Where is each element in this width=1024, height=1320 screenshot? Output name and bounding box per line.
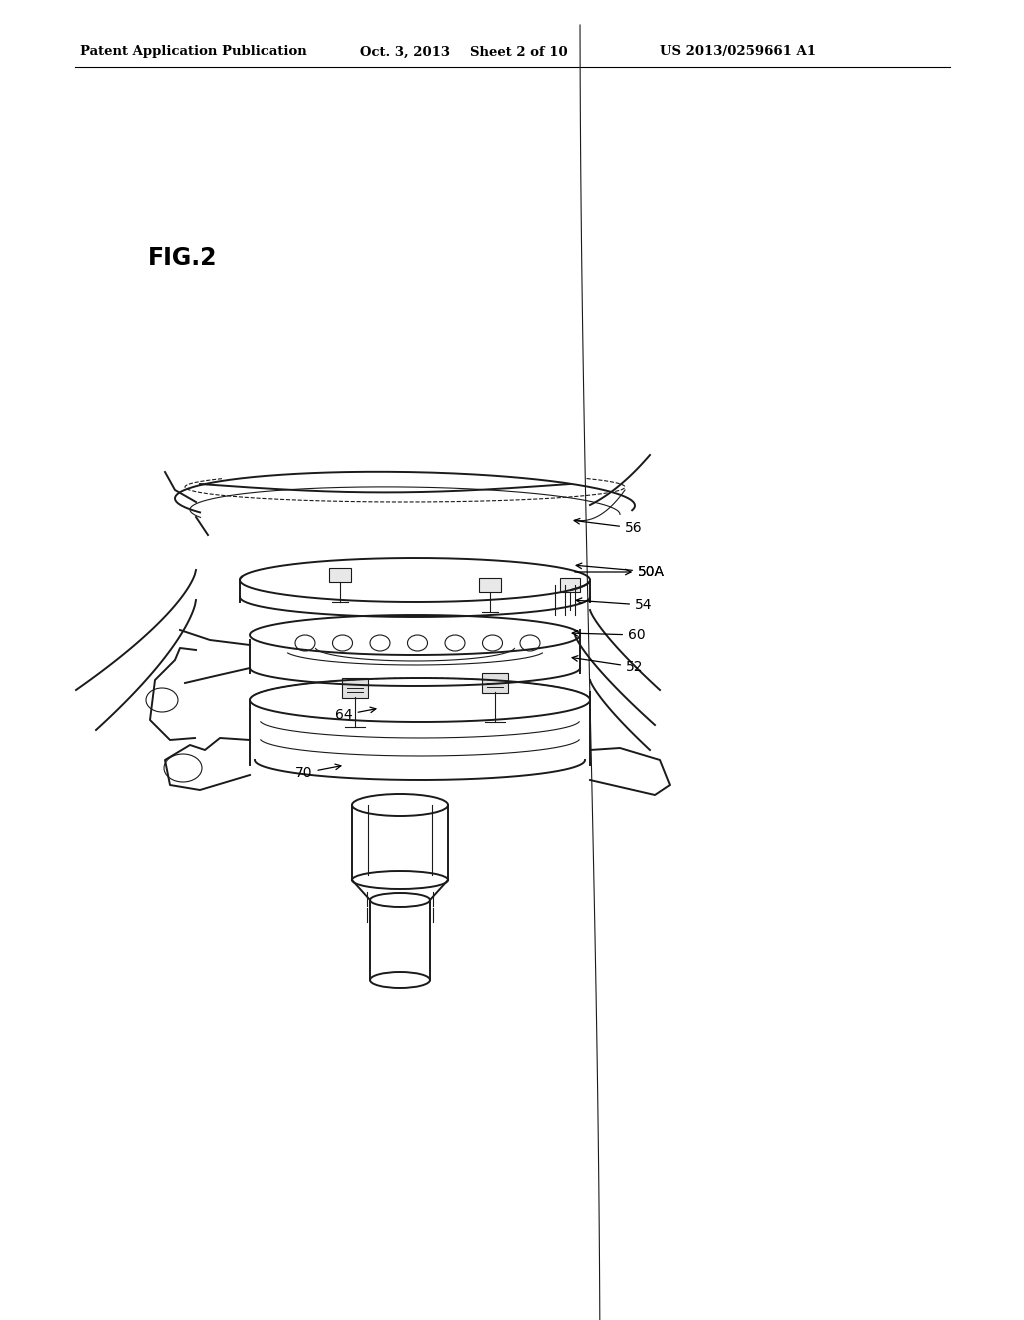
Text: 70: 70 xyxy=(295,764,341,780)
FancyBboxPatch shape xyxy=(342,678,368,698)
Text: 50A: 50A xyxy=(574,565,665,579)
FancyBboxPatch shape xyxy=(329,568,351,582)
Text: Oct. 3, 2013: Oct. 3, 2013 xyxy=(360,45,450,58)
Text: 52: 52 xyxy=(572,656,643,675)
Text: FIG.2: FIG.2 xyxy=(148,246,217,271)
Text: 60: 60 xyxy=(572,628,645,642)
FancyBboxPatch shape xyxy=(479,578,501,591)
Text: 64: 64 xyxy=(335,708,376,722)
Text: 54: 54 xyxy=(577,598,652,612)
Text: 50A: 50A xyxy=(577,564,665,579)
FancyBboxPatch shape xyxy=(560,578,580,591)
Text: Patent Application Publication: Patent Application Publication xyxy=(80,45,307,58)
Text: US 2013/0259661 A1: US 2013/0259661 A1 xyxy=(660,45,816,58)
Text: 56: 56 xyxy=(574,519,643,535)
Text: Sheet 2 of 10: Sheet 2 of 10 xyxy=(470,45,567,58)
FancyBboxPatch shape xyxy=(482,673,508,693)
